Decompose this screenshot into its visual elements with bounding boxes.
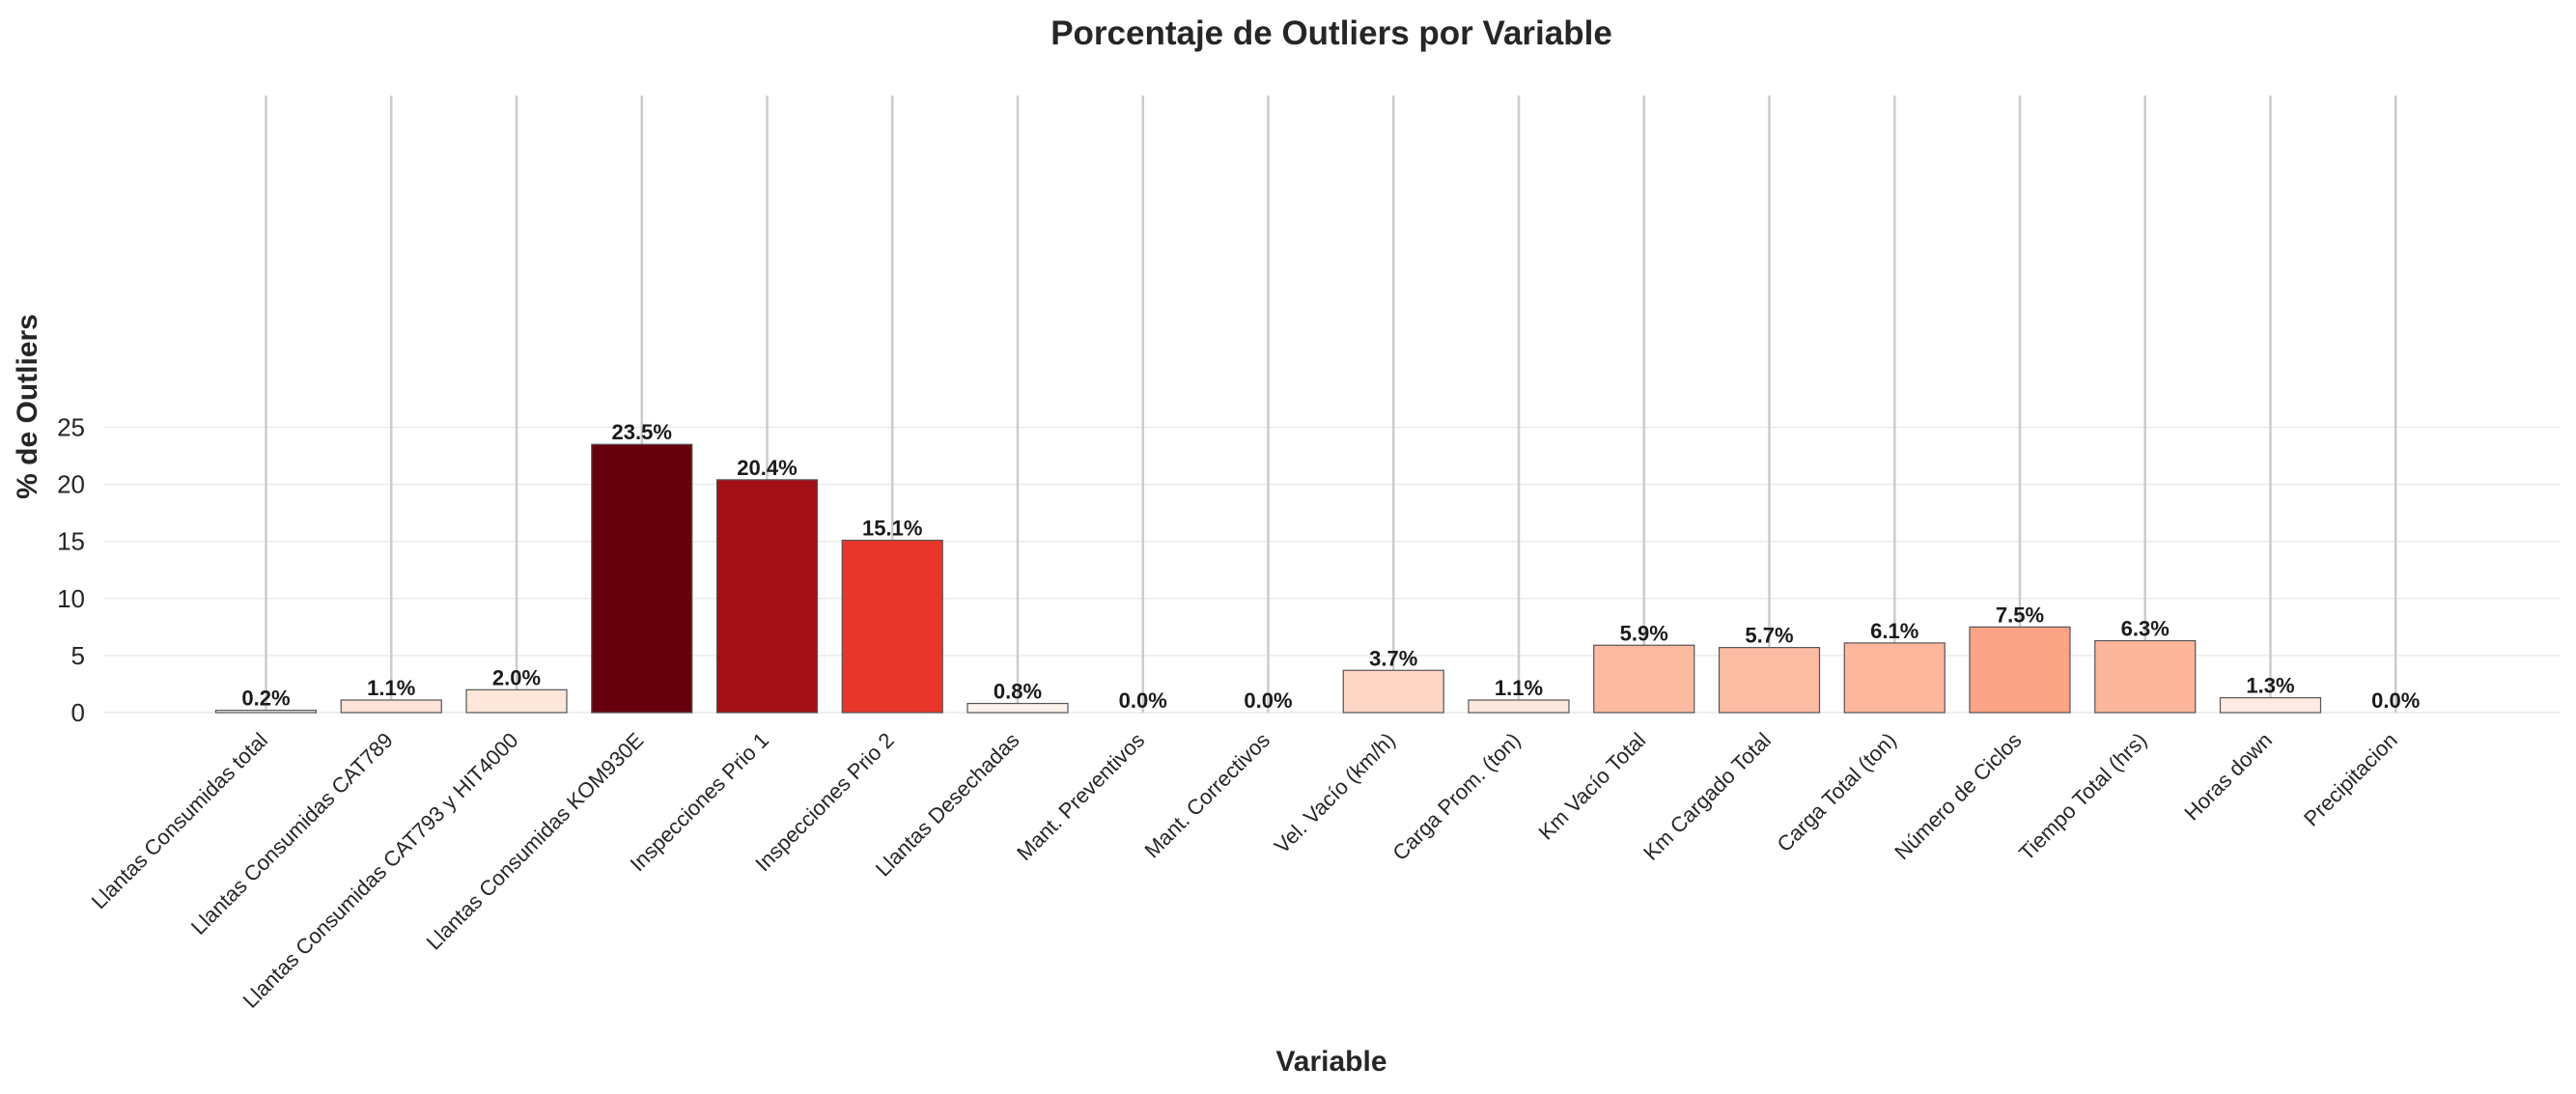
bar-value-label: 1.1% (367, 676, 415, 700)
vertical-lines-layer (265, 96, 2397, 713)
bar-value-label: 15.1% (862, 517, 922, 541)
x-tick-label: Número de Ciclos (1890, 728, 2026, 864)
x-tick-label: Llantas Consumidas KOM930E (422, 728, 649, 955)
y-tick-label: 10 (57, 584, 85, 613)
x-tick-label: Inspecciones Prio 1 (626, 728, 773, 876)
bar (1843, 642, 1946, 714)
bar-value-label: 6.3% (2121, 617, 2170, 641)
x-tick-label: Carga Prom. (ton) (1387, 728, 1525, 865)
x-tick-label: Tiempo Total (hrs) (2014, 728, 2151, 865)
bar (966, 702, 1069, 714)
bar-value-label: 2.0% (492, 665, 541, 689)
y-tick-label: 15 (57, 527, 85, 556)
bar (1718, 647, 1821, 714)
bar-value-label: 1.3% (2246, 674, 2294, 698)
bar-value-label: 6.1% (1870, 619, 1918, 643)
bar (2219, 697, 2322, 714)
bar-value-label: 0.0% (2371, 688, 2420, 713)
bar (340, 699, 442, 714)
bar (465, 688, 568, 714)
bar (715, 479, 819, 714)
x-tick-label: Llantas Consumidas CAT793 y HIT4000 (238, 728, 523, 1013)
y-axis-ticks: 0 5 10 15 20 25 (57, 413, 85, 728)
x-tick-label: Horas down (2179, 728, 2277, 826)
y-axis-label: % de Outliers (12, 314, 43, 499)
bar-value-label: 1.1% (1495, 676, 1543, 700)
x-axis-label: Variable (1275, 1046, 1386, 1078)
bar-value-label: 0.0% (1244, 688, 1292, 713)
x-tick-label: Inspecciones Prio 2 (750, 728, 898, 876)
bar-value-label: 3.7% (1369, 646, 1417, 670)
y-tick-label: 20 (57, 470, 85, 499)
bar (1342, 669, 1444, 714)
bar (2094, 639, 2197, 714)
bar-value-label: 23.5% (612, 420, 672, 444)
bar (214, 710, 318, 714)
y-tick-label: 0 (71, 698, 85, 727)
x-tick-label: Llantas Desechadas (871, 728, 1024, 882)
x-tick-label: Mant. Preventivos (1012, 728, 1149, 865)
x-tick-label: Carga Total (ton) (1773, 728, 1901, 856)
bar (1468, 699, 1570, 714)
y-tick-label: 5 (71, 641, 85, 670)
x-tick-label: Llantas Consumidas CAT789 (186, 728, 398, 940)
y-tick-label: 25 (57, 413, 85, 442)
data-labels-layer: 0.2% 1.1% 2.0% 23.5% 20.4% 15.1% 0.8% 0.0% 0.0% 3… (241, 420, 2420, 713)
x-tick-label: Vel. Vacío (km/h) (1270, 728, 1400, 858)
x-tick-label: Km Cargado Total (1638, 728, 1776, 865)
bar (1969, 626, 2071, 714)
x-tick-label: Precipitacion (2299, 728, 2402, 831)
bar-value-label: 7.5% (1996, 603, 2044, 627)
bar-value-label: 0.2% (241, 687, 290, 711)
bars-layer (214, 443, 2322, 714)
x-tick-label: Km Vacío Total (1533, 728, 1650, 845)
bar-value-label: 20.4% (737, 456, 797, 480)
chart-title: Porcentaje de Outliers por Variable (1050, 14, 1612, 52)
bar (591, 443, 693, 714)
bar-value-label: 0.0% (1119, 688, 1167, 713)
bar-value-label: 5.9% (1620, 621, 1668, 645)
bar (1593, 644, 1695, 714)
x-tick-label: Mant. Correctivos (1139, 728, 1274, 863)
bar-value-label: 0.8% (994, 680, 1042, 704)
bar (841, 539, 943, 714)
bar-value-label: 5.7% (1745, 624, 1793, 648)
